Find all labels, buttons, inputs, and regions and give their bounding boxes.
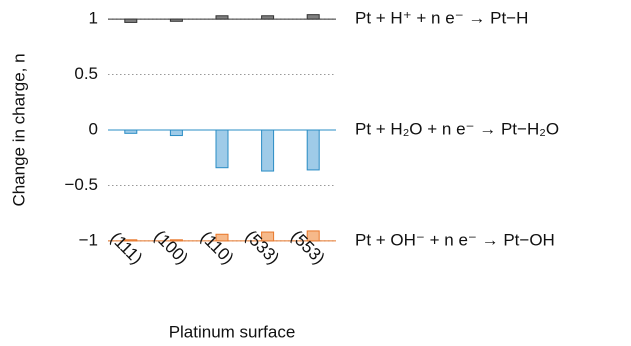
bar: [261, 231, 275, 242]
series-label: Pt + H₂O + n e⁻ → Pt−H₂O: [355, 119, 559, 138]
bar: [261, 15, 275, 20]
bar: [306, 14, 320, 20]
series-label: Pt + OH⁻ + n e⁻ → Pt−OH: [355, 230, 555, 249]
y-tick-label: −1: [79, 230, 98, 249]
x-tick-label: (110): [197, 227, 238, 268]
bar: [169, 18, 183, 22]
x-tick-label: (533): [242, 227, 283, 268]
bar: [169, 239, 183, 242]
series-label: Pt + H⁺ + n e⁻ → Pt−H: [355, 9, 528, 28]
x-axis-label: Platinum surface: [169, 322, 296, 341]
x-tick-label: (100): [150, 227, 191, 268]
x-tick-label: (111): [107, 228, 147, 268]
y-axis-label: Change in charge, n: [9, 53, 28, 206]
bar: [124, 18, 138, 23]
y-tick-label: 0: [89, 119, 98, 138]
bar: [306, 129, 320, 171]
bar: [169, 129, 183, 137]
bar: [306, 230, 320, 242]
y-tick-label: −0.5: [64, 175, 98, 194]
bar: [261, 129, 275, 172]
bar: [124, 129, 138, 134]
bar: [215, 233, 229, 242]
bar: [215, 15, 229, 20]
y-tick-label: 0.5: [74, 64, 98, 83]
bar: [215, 129, 229, 169]
bar: [124, 239, 138, 242]
x-tick-label: (553): [287, 227, 328, 268]
y-tick-label: 1: [89, 9, 98, 28]
